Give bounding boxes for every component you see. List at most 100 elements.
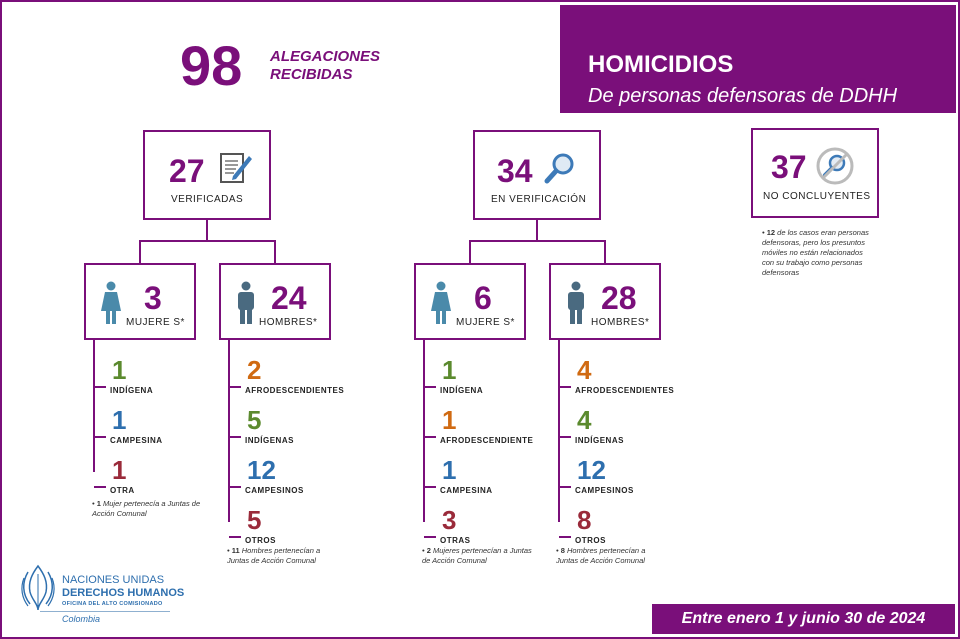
logo-line-1: NACIONES UNIDAS bbox=[62, 574, 165, 586]
breakdown-tick bbox=[229, 436, 241, 438]
connector bbox=[536, 220, 538, 240]
connector bbox=[469, 240, 606, 242]
document-edit-icon bbox=[220, 153, 252, 183]
breakdown-line bbox=[228, 340, 230, 522]
breakdown-label: INDÍGENAS bbox=[575, 436, 624, 445]
inconclusive-count: 37 bbox=[771, 149, 807, 185]
breakdown-label: INDÍGENA bbox=[440, 386, 484, 395]
in-verification-box: 34 EN VERIFICACIÓN bbox=[473, 130, 601, 220]
breakdown-label: OTRA bbox=[110, 486, 135, 495]
breakdown-count: 12 bbox=[577, 455, 606, 485]
note-number: 1 bbox=[96, 499, 101, 508]
man-icon bbox=[238, 281, 254, 324]
breakdown-count: 1 bbox=[112, 405, 127, 435]
note-number: 11 bbox=[231, 546, 240, 555]
breakdown-tick bbox=[424, 536, 436, 538]
breakdown-tick bbox=[559, 536, 571, 538]
breakdown-count: 8 bbox=[577, 505, 592, 535]
connector bbox=[139, 240, 276, 242]
woman-icon bbox=[431, 281, 451, 324]
breakdown-count: 2 bbox=[247, 355, 262, 385]
breakdown-count: 1 bbox=[442, 405, 457, 435]
date-range-footer: Entre enero 1 y junio 30 de 2024 bbox=[652, 604, 955, 634]
in-verification-men-label: HOMBRES* bbox=[591, 317, 650, 328]
magnifier-icon bbox=[544, 153, 574, 184]
verified-women-note: • 1 Mujer pertenecía a Juntas de Acción … bbox=[92, 499, 201, 518]
breakdown-tick bbox=[94, 436, 106, 438]
breakdown-count: 1 bbox=[112, 455, 127, 485]
verified-women-label: MUJERE S* bbox=[126, 317, 185, 328]
breakdown-tick bbox=[424, 486, 436, 488]
breakdown-tick bbox=[229, 386, 241, 388]
breakdown-tick bbox=[424, 386, 436, 388]
breakdown-count: 12 bbox=[247, 455, 276, 485]
inconclusive-label: NO CONCLUYENTES bbox=[763, 191, 871, 202]
verified-box: 27 VERIFICADAS bbox=[143, 130, 271, 220]
breakdown-line bbox=[93, 340, 95, 472]
breakdown-label: CAMPESINA bbox=[440, 486, 493, 495]
breakdown-label: OTROS bbox=[245, 536, 276, 545]
logo-line-2: DERECHOS HUMANOS bbox=[62, 587, 185, 599]
verified-men-note: • 11 Hombres pertenecían a Juntas de Acc… bbox=[227, 546, 321, 565]
in-verification-label: EN VERIFICACIÓN bbox=[491, 194, 587, 205]
breakdown-tick bbox=[559, 486, 571, 488]
breakdown-count: 3 bbox=[442, 505, 457, 535]
man-icon bbox=[568, 281, 584, 324]
inconclusive-note-number: 12 bbox=[766, 228, 776, 237]
breakdown-label: CAMPESINOS bbox=[575, 486, 634, 495]
total-label-line-1: ALEGACIONES bbox=[270, 48, 381, 65]
verified-label: VERIFICADAS bbox=[171, 194, 244, 205]
un-emblem-icon bbox=[21, 564, 55, 611]
breakdown-count: 1 bbox=[112, 355, 127, 385]
breakdown-tick bbox=[424, 436, 436, 438]
in-verification-women-label: MUJERE S* bbox=[456, 317, 515, 328]
verified-count: 27 bbox=[169, 153, 205, 189]
connector bbox=[469, 240, 471, 264]
note-number: 8 bbox=[560, 546, 565, 555]
total-allegations: 98 bbox=[180, 34, 243, 97]
breakdown-label: INDÍGENA bbox=[110, 386, 154, 395]
breakdown-line bbox=[558, 340, 560, 522]
note-text: Hombres pertenecían a Juntas de Acción C… bbox=[556, 546, 646, 565]
verified-men-box: 24 HOMBRES* bbox=[219, 263, 331, 340]
verified-women-box: 3 MUJERE S* bbox=[84, 263, 196, 340]
in-verification-women-box: 6 MUJERE S* bbox=[414, 263, 526, 340]
breakdown-tick bbox=[94, 486, 106, 488]
verified-men-count: 24 bbox=[271, 280, 307, 316]
logo-divider bbox=[40, 611, 170, 612]
inconclusive-note-text: de los casos eran personas defensoras, p… bbox=[762, 228, 869, 277]
in-verification-men-box: 28 HOMBRES* bbox=[549, 263, 661, 340]
connector bbox=[604, 240, 606, 264]
breakdown-tick bbox=[94, 386, 106, 388]
breakdown-label: AFRODESCENDIENTES bbox=[575, 386, 675, 395]
breakdown-label: OTROS bbox=[575, 536, 606, 545]
woman-icon bbox=[101, 281, 121, 324]
breakdown-tick bbox=[559, 386, 571, 388]
title: HOMICIDIOS bbox=[588, 51, 734, 78]
breakdown-count: 5 bbox=[247, 505, 262, 535]
breakdown-label: AFRODESCENDIENTE bbox=[440, 436, 534, 445]
in-verification-count: 34 bbox=[497, 153, 533, 189]
verified-men-label: HOMBRES* bbox=[259, 317, 318, 328]
subtitle: De personas defensoras de DDHH bbox=[588, 85, 898, 107]
in-verification-women-count: 6 bbox=[474, 280, 492, 316]
in-verification-women-note: • 2 Mujeres pertenecían a Juntas de Acci… bbox=[422, 546, 532, 565]
breakdown-tick bbox=[559, 436, 571, 438]
breakdown-label: CAMPESINOS bbox=[245, 486, 304, 495]
note-text: Mujeres pertenecían a Juntas de Acción C… bbox=[422, 546, 532, 565]
in-verification-men-note: • 8 Hombres pertenecían a Juntas de Acci… bbox=[556, 546, 646, 565]
no-search-icon bbox=[816, 147, 854, 185]
breakdown-tick bbox=[229, 536, 241, 538]
breakdown-label: INDÍGENAS bbox=[245, 436, 294, 445]
note-number: 2 bbox=[426, 546, 431, 555]
breakdown-label: AFRODESCENDIENTES bbox=[245, 386, 345, 395]
breakdown-label: CAMPESINA bbox=[110, 436, 163, 445]
breakdown-tick bbox=[229, 486, 241, 488]
inconclusive-note: • 12 de los casos eran personas defensor… bbox=[762, 228, 869, 277]
inconclusive-box: 37 NO CONCLUYENTES bbox=[751, 128, 879, 218]
total-label-line-2: RECIBIDAS bbox=[270, 66, 353, 83]
connector bbox=[274, 240, 276, 264]
in-verification-men-count: 28 bbox=[601, 280, 637, 316]
total-allegations-label: ALEGACIONES RECIBIDAS bbox=[270, 48, 410, 84]
